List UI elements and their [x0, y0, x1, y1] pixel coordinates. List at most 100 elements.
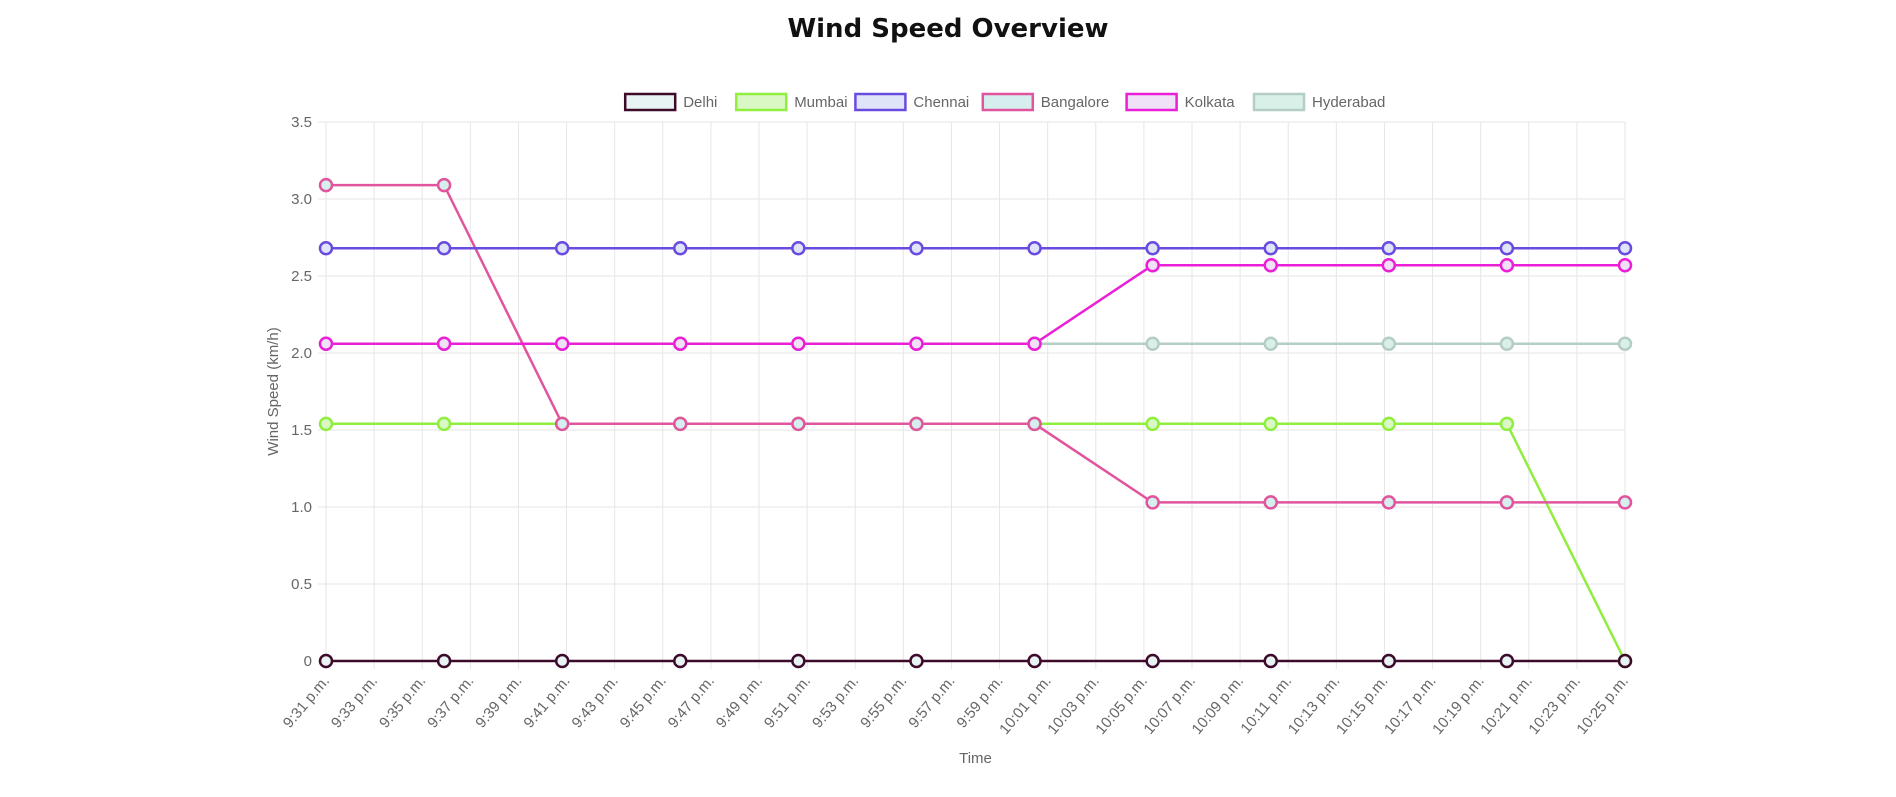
data-point-chennai[interactable] — [1027, 241, 1042, 256]
data-point-kolkata[interactable] — [673, 336, 688, 352]
legend-label: Kolkata — [1185, 94, 1236, 111]
data-point-kolkata[interactable] — [1145, 257, 1160, 273]
data-point-bangalore[interactable] — [673, 416, 688, 432]
data-point-bangalore[interactable] — [909, 416, 924, 432]
y-tick-label: 0.5 — [291, 576, 312, 593]
data-point-chennai[interactable] — [909, 241, 924, 256]
data-point-kolkata[interactable] — [1027, 336, 1042, 352]
x-tick-label: 9:33 p.m. — [328, 673, 381, 732]
legend-item-chennai[interactable]: Chennai — [854, 92, 969, 112]
data-point-kolkata[interactable] — [1263, 257, 1278, 273]
data-point-delhi[interactable] — [318, 653, 334, 669]
chart-title: Wind Speed Overview — [787, 14, 1109, 44]
data-point-bangalore[interactable] — [791, 416, 806, 432]
data-point-kolkata[interactable] — [1617, 257, 1633, 273]
legend-swatch — [854, 92, 907, 112]
data-point-mumbai[interactable] — [318, 416, 334, 432]
data-point-delhi[interactable] — [791, 653, 806, 669]
x-axis-ticks: 9:31 p.m.9:33 p.m.9:35 p.m.9:37 p.m.9:39… — [280, 673, 1632, 738]
data-point-bangalore[interactable] — [1499, 495, 1515, 510]
legend-item-kolkata[interactable]: Kolkata — [1125, 92, 1236, 112]
data-point-delhi[interactable] — [1499, 653, 1515, 669]
data-point-hyderabad[interactable] — [1145, 336, 1160, 352]
data-point-chennai[interactable] — [1145, 241, 1160, 256]
x-tick-label: 9:31 p.m. — [280, 673, 333, 732]
legend-swatch — [1125, 92, 1178, 112]
data-point-mumbai[interactable] — [1263, 416, 1278, 432]
data-point-mumbai[interactable] — [1381, 416, 1397, 432]
legend-swatch — [623, 92, 677, 112]
data-point-chennai[interactable] — [436, 241, 452, 256]
data-point-mumbai[interactable] — [1145, 416, 1160, 432]
series-line-mumbai — [326, 422, 1627, 662]
legend-swatch — [1252, 92, 1306, 112]
data-point-chennai[interactable] — [673, 241, 688, 256]
data-point-bangalore[interactable] — [1145, 495, 1160, 510]
data-point-kolkata[interactable] — [791, 336, 806, 352]
data-point-mumbai[interactable] — [436, 416, 452, 432]
x-tick-label: 9:41 p.m. — [520, 673, 573, 732]
data-point-chennai[interactable] — [1499, 241, 1515, 256]
data-point-hyderabad[interactable] — [1499, 336, 1515, 352]
legend-swatch — [734, 92, 788, 112]
x-tick-label: 9:39 p.m. — [472, 673, 525, 732]
legend-label: Chennai — [913, 94, 969, 111]
data-point-bangalore[interactable] — [436, 177, 452, 193]
data-point-delhi[interactable] — [673, 653, 688, 669]
y-tick-label: 2.0 — [291, 345, 312, 362]
legend-item-bangalore[interactable]: Bangalore — [981, 92, 1109, 112]
x-tick-label: 9:45 p.m. — [617, 673, 670, 732]
data-point-chennai[interactable] — [318, 241, 334, 256]
data-point-hyderabad[interactable] — [1617, 336, 1633, 352]
grid-lines — [318, 121, 1626, 669]
series-points — [318, 177, 1633, 669]
data-point-delhi[interactable] — [554, 653, 570, 669]
data-point-kolkata[interactable] — [554, 336, 570, 352]
data-point-hyderabad[interactable] — [1263, 336, 1278, 352]
data-point-delhi[interactable] — [436, 653, 452, 669]
series-line-bangalore — [326, 183, 1625, 504]
data-point-bangalore[interactable] — [318, 177, 334, 193]
series-lines — [326, 183, 1627, 663]
x-tick-label: 9:37 p.m. — [424, 673, 477, 732]
data-point-kolkata[interactable] — [436, 336, 452, 352]
data-point-bangalore[interactable] — [1027, 416, 1042, 432]
data-point-delhi[interactable] — [1617, 653, 1633, 669]
data-point-kolkata[interactable] — [1499, 257, 1515, 273]
y-tick-label: 1.5 — [291, 422, 312, 439]
data-point-bangalore[interactable] — [1617, 495, 1633, 510]
data-point-chennai[interactable] — [554, 241, 570, 256]
data-point-kolkata[interactable] — [318, 336, 334, 352]
data-point-chennai[interactable] — [1617, 241, 1633, 256]
x-tick-label: 9:51 p.m. — [761, 673, 814, 732]
data-point-bangalore[interactable] — [1381, 495, 1397, 510]
data-point-chennai[interactable] — [791, 241, 806, 256]
legend-item-hyderabad[interactable]: Hyderabad — [1252, 92, 1385, 112]
data-point-delhi[interactable] — [1381, 653, 1397, 669]
data-point-delhi[interactable] — [909, 653, 924, 669]
data-point-chennai[interactable] — [1381, 241, 1397, 256]
data-point-delhi[interactable] — [1263, 653, 1278, 669]
legend-item-delhi[interactable]: Delhi — [623, 92, 717, 112]
y-axis-ticks: 0 0.5 1.0 1.5 2.0 2.5 3.0 3.5 — [291, 114, 312, 670]
y-tick-label: 0 — [304, 653, 312, 670]
data-point-kolkata[interactable] — [1381, 257, 1397, 273]
legend-item-mumbai[interactable]: Mumbai — [734, 92, 848, 112]
data-point-hyderabad[interactable] — [1381, 336, 1397, 352]
data-point-chennai[interactable] — [1263, 241, 1278, 256]
x-tick-label: 9:53 p.m. — [809, 673, 862, 732]
data-point-delhi[interactable] — [1027, 653, 1042, 669]
data-point-kolkata[interactable] — [909, 336, 924, 352]
data-point-bangalore[interactable] — [1263, 495, 1278, 510]
y-tick-label: 1.0 — [291, 499, 312, 516]
legend-label: Mumbai — [794, 94, 847, 111]
legend-swatch — [981, 92, 1035, 112]
data-point-mumbai[interactable] — [1499, 416, 1515, 432]
y-tick-label: 3.5 — [291, 114, 312, 131]
data-point-bangalore[interactable] — [554, 416, 570, 432]
y-tick-label: 3.0 — [291, 191, 312, 208]
data-point-delhi[interactable] — [1145, 653, 1160, 669]
y-tick-label: 2.5 — [291, 268, 312, 285]
x-tick-label: 9:57 p.m. — [905, 673, 958, 732]
